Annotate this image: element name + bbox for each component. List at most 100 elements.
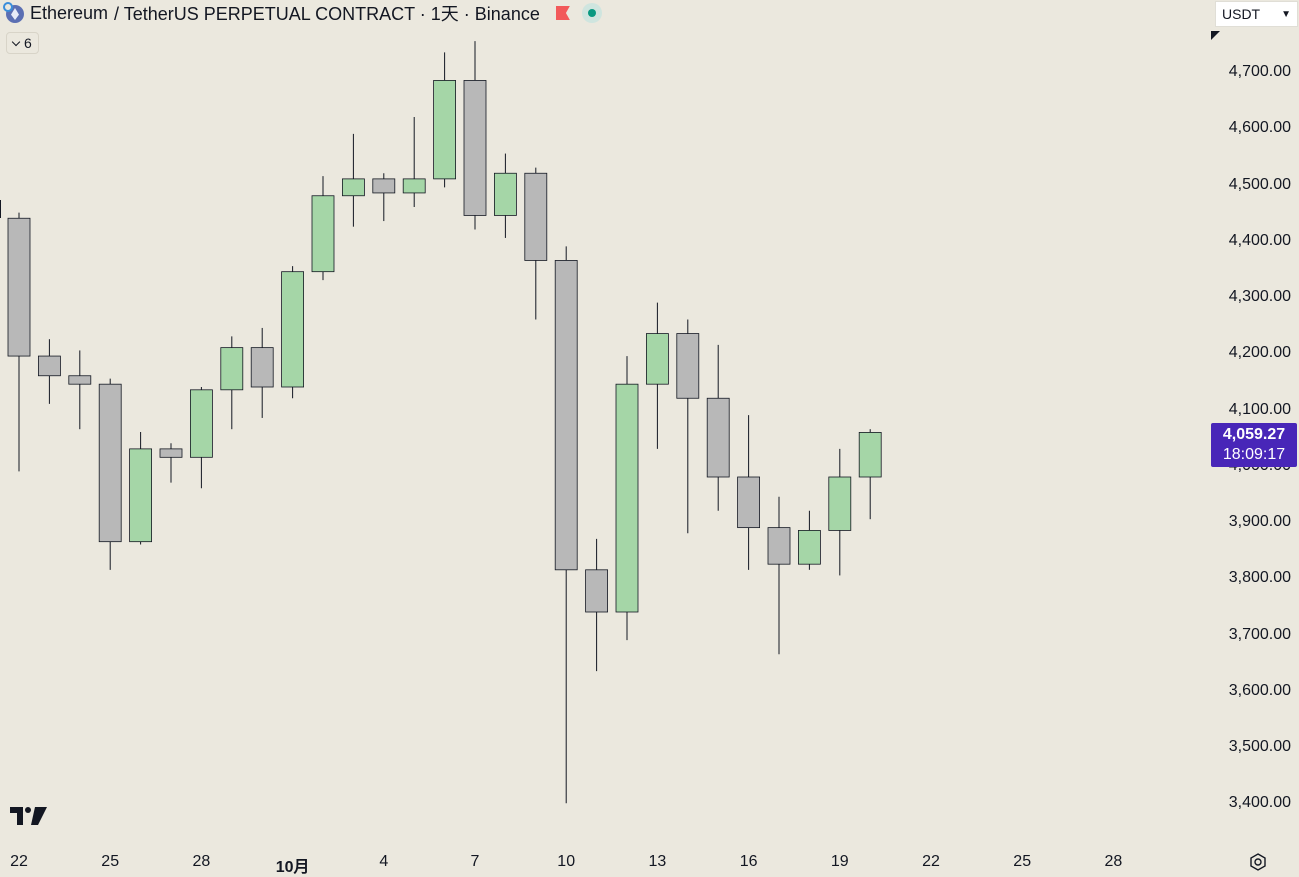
candle-body-down xyxy=(706,397,730,478)
candle[interactable] xyxy=(129,432,153,545)
price-tick-label: 4,600.00 xyxy=(1228,119,1291,137)
candle-body-down xyxy=(524,172,548,261)
last-price-tag: 4,059.27 18:09:17 xyxy=(1211,423,1297,467)
time-tick-label: 28 xyxy=(192,853,211,870)
time-axis[interactable]: 22 25 28 10月 4 7 10 13 16 19 22 25 28 xyxy=(0,845,1200,876)
price-tick-label: 4,400.00 xyxy=(1228,231,1291,249)
candle[interactable] xyxy=(159,443,183,483)
time-tick-label: 10 xyxy=(557,853,576,870)
candle-body-down xyxy=(676,333,700,399)
candle-body-up xyxy=(433,80,457,180)
price-tick-label: 4,200.00 xyxy=(1228,344,1291,362)
candle-body-down xyxy=(159,448,183,458)
offscreen-candle-wick xyxy=(0,200,1,218)
candle[interactable] xyxy=(433,52,457,188)
candle[interactable] xyxy=(798,510,821,570)
candle[interactable] xyxy=(402,117,426,207)
price-tick-label: 3,800.00 xyxy=(1228,569,1291,587)
candle-body-up xyxy=(615,383,639,613)
flag-icon[interactable] xyxy=(555,6,570,20)
price-tick-label: 3,500.00 xyxy=(1228,738,1291,755)
candle[interactable] xyxy=(767,496,791,655)
candle[interactable] xyxy=(281,266,305,399)
candle-body-up xyxy=(493,172,517,216)
candlestick-chart[interactable] xyxy=(0,0,1200,845)
candle-countdown: 18:09:17 xyxy=(1222,446,1286,463)
candle-body-up xyxy=(798,530,821,565)
time-tick-label: 7 xyxy=(470,853,480,870)
time-tick-label: 10月 xyxy=(275,859,310,876)
symbol-base-asset[interactable]: Ethereum xyxy=(30,2,109,23)
candle[interactable] xyxy=(372,173,396,222)
ethereum-icon[interactable] xyxy=(3,2,24,23)
candle-body-down xyxy=(372,178,396,194)
tradingview-logo[interactable] xyxy=(9,804,49,828)
candle-body-down xyxy=(68,375,92,385)
candle-body-down xyxy=(463,80,487,216)
candle[interactable] xyxy=(250,327,274,418)
candle-body-down xyxy=(7,217,31,357)
candle-body-up xyxy=(646,333,669,385)
symbol-description[interactable]: / TetherUS PERPETUAL CONTRACT · 1天 · Bin… xyxy=(114,4,540,24)
candle[interactable] xyxy=(585,538,608,672)
candle[interactable] xyxy=(68,350,92,430)
price-tick-label: 4,100.00 xyxy=(1228,400,1291,418)
candle[interactable] xyxy=(493,153,517,238)
settings-icon[interactable] xyxy=(1249,853,1267,871)
currency-select[interactable]: USDT ▼ xyxy=(1215,1,1298,27)
candle[interactable] xyxy=(706,344,730,511)
candle-body-down xyxy=(737,476,760,529)
candle-body-down xyxy=(554,260,578,571)
candle[interactable] xyxy=(554,246,578,804)
indicators-count: 6 xyxy=(24,35,32,51)
candle-body-down xyxy=(250,347,274,388)
candle-body-up xyxy=(220,347,244,391)
candle-body-up xyxy=(402,178,426,194)
candle[interactable] xyxy=(615,356,639,641)
candle-body-up xyxy=(858,432,882,478)
candle-body-down xyxy=(767,527,791,565)
candle[interactable] xyxy=(38,339,61,404)
time-tick-label: 25 xyxy=(1013,853,1032,870)
time-tick-label: 13 xyxy=(648,853,667,870)
time-tick-label: 28 xyxy=(1104,853,1123,870)
candle[interactable] xyxy=(341,133,365,227)
candle[interactable] xyxy=(189,387,213,489)
time-tick-label: 22 xyxy=(922,853,940,870)
time-tick-label: 22 xyxy=(10,853,28,870)
candle[interactable] xyxy=(311,176,335,281)
candle-body-down xyxy=(585,569,608,613)
price-tick-label: 4,700.00 xyxy=(1228,63,1291,80)
candle-body-down xyxy=(98,383,122,543)
candle-body-up xyxy=(189,389,213,458)
indicators-toggle-button[interactable]: 6 xyxy=(6,32,39,54)
currency-select-value: USDT xyxy=(1222,6,1261,22)
chevron-down-icon xyxy=(11,37,21,46)
candle[interactable] xyxy=(676,319,700,534)
price-tick-label: 3,700.00 xyxy=(1228,625,1291,643)
candle[interactable] xyxy=(737,415,760,570)
candle[interactable] xyxy=(828,448,852,576)
candle[interactable] xyxy=(98,378,122,570)
last-price-value: 4,059.27 xyxy=(1222,426,1286,443)
price-tick-label: 3,900.00 xyxy=(1228,513,1291,530)
price-tick-label: 3,600.00 xyxy=(1228,681,1291,699)
candle[interactable] xyxy=(220,336,244,430)
candle-body-up xyxy=(129,448,153,543)
price-axis[interactable]: 4,700.00 4,600.00 4,500.00 4,400.00 4,300.00… xyxy=(1200,0,1299,845)
candle[interactable] xyxy=(7,212,31,472)
candle[interactable] xyxy=(463,41,487,230)
price-tick-label: 3,400.00 xyxy=(1228,794,1291,812)
candle[interactable] xyxy=(858,429,882,520)
axis-corner-icon xyxy=(1211,31,1220,40)
candle-body-up xyxy=(281,271,305,388)
candle[interactable] xyxy=(646,302,669,449)
time-tick-label: 4 xyxy=(379,853,389,870)
time-tick-label: 25 xyxy=(101,853,120,870)
time-tick-label: 16 xyxy=(739,853,758,870)
status-dot-icon[interactable] xyxy=(581,3,602,23)
candle[interactable] xyxy=(524,167,548,320)
symbol-header: Ethereum / TetherUS PERPETUAL CONTRACT ·… xyxy=(0,0,1206,26)
candle-body-down xyxy=(38,355,61,377)
caret-down-icon: ▼ xyxy=(1281,8,1291,20)
